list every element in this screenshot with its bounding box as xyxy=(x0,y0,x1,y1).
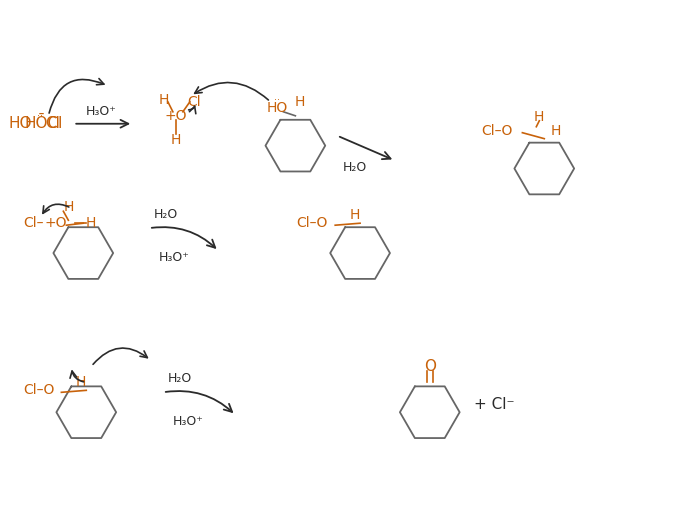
Text: H: H xyxy=(294,95,304,109)
Text: H₃O⁺: H₃O⁺ xyxy=(86,105,117,118)
Text: + Cl⁻: + Cl⁻ xyxy=(474,397,514,412)
Text: Cl: Cl xyxy=(46,116,60,131)
Text: Cl–O: Cl–O xyxy=(297,216,328,230)
Text: H: H xyxy=(350,208,360,222)
Text: ··: ·· xyxy=(38,111,43,121)
Text: Cl: Cl xyxy=(187,95,201,109)
Text: O: O xyxy=(424,359,436,374)
Text: H: H xyxy=(86,216,97,230)
Text: H: H xyxy=(76,375,87,389)
Text: +O: +O xyxy=(164,109,187,123)
Text: H: H xyxy=(534,110,545,124)
Text: ··: ·· xyxy=(274,95,281,105)
Text: +O: +O xyxy=(44,216,66,230)
Text: Cl–O: Cl–O xyxy=(23,383,54,398)
Text: H₃O⁺: H₃O⁺ xyxy=(173,414,204,428)
Text: HO: HO xyxy=(267,101,288,115)
Text: H: H xyxy=(63,200,74,214)
Text: HŌCl: HŌCl xyxy=(25,116,62,131)
Text: Cl–: Cl– xyxy=(23,216,44,230)
Text: H₃O⁺: H₃O⁺ xyxy=(159,251,190,263)
Text: H: H xyxy=(171,133,181,147)
Text: HO: HO xyxy=(8,116,32,131)
Text: Cl–O: Cl–O xyxy=(481,124,512,138)
Text: H₂O: H₂O xyxy=(154,208,178,221)
Text: H: H xyxy=(159,93,169,107)
Text: H₂O: H₂O xyxy=(343,161,368,174)
Text: H: H xyxy=(551,124,561,138)
Text: H₂O: H₂O xyxy=(168,372,193,385)
